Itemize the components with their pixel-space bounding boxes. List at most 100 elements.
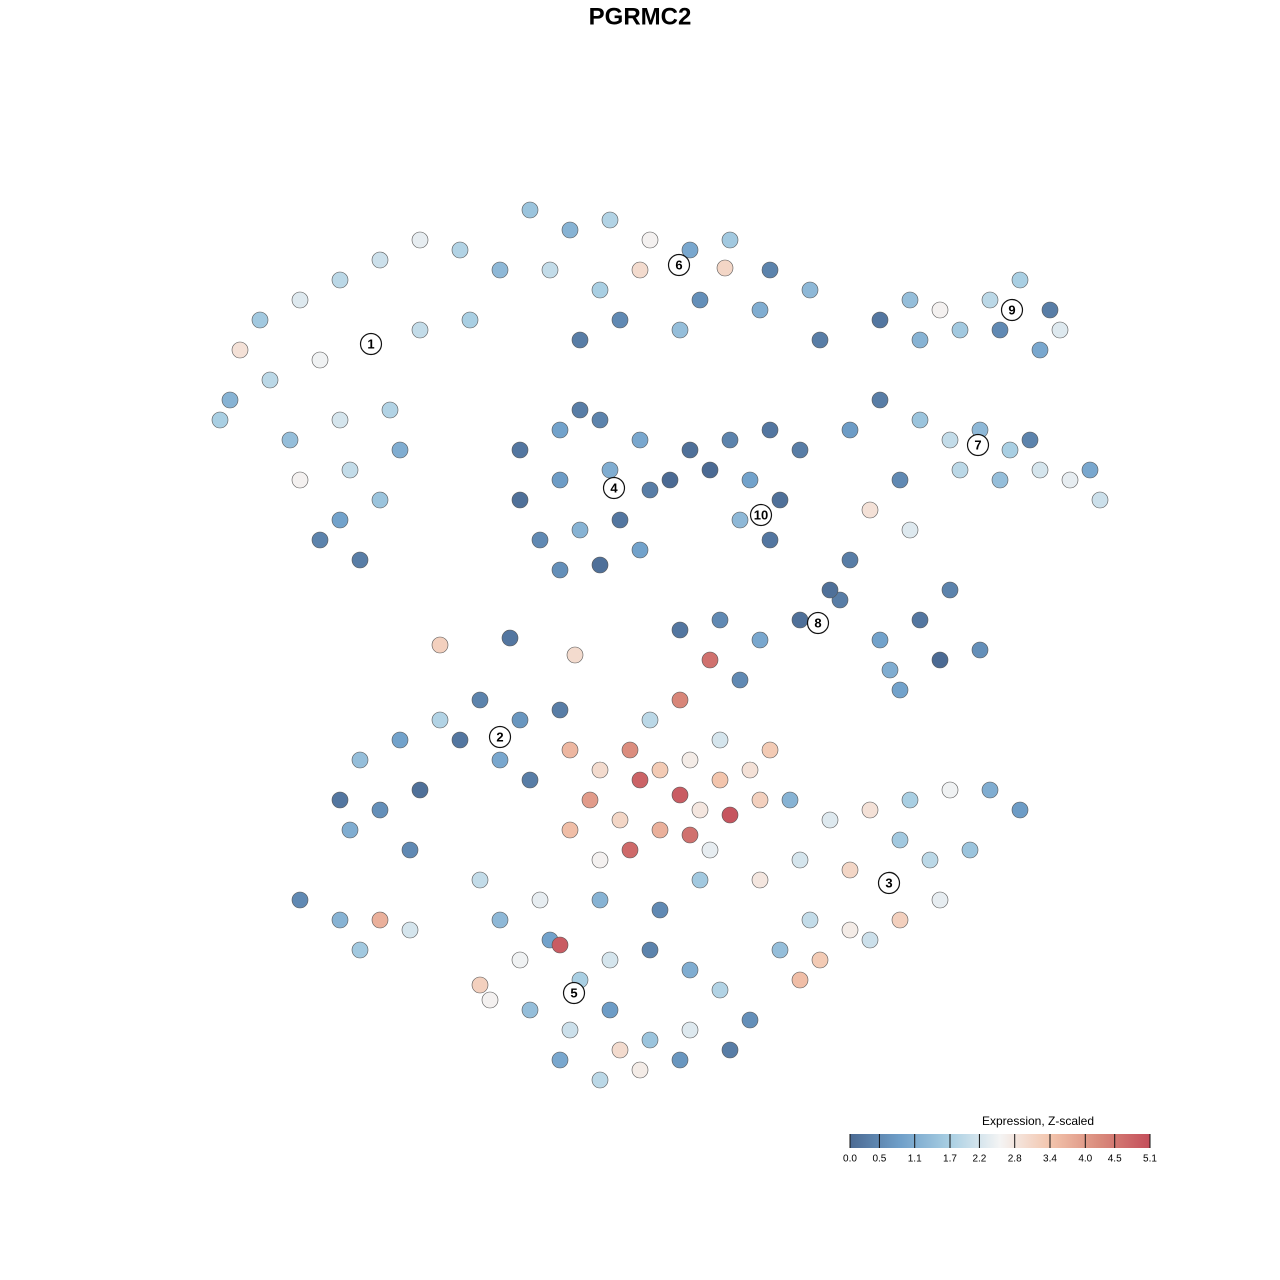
point bbox=[901, 291, 919, 309]
point bbox=[1011, 271, 1029, 289]
point bbox=[1051, 321, 1069, 339]
point bbox=[566, 646, 584, 664]
point bbox=[791, 441, 809, 459]
point bbox=[601, 1001, 619, 1019]
point bbox=[591, 1071, 609, 1089]
point bbox=[291, 891, 309, 909]
point bbox=[751, 871, 769, 889]
cluster-label: 2 bbox=[496, 729, 503, 744]
cluster-label-badge bbox=[806, 611, 830, 635]
point bbox=[401, 841, 419, 859]
point bbox=[711, 611, 729, 629]
point bbox=[751, 631, 769, 649]
point bbox=[611, 1041, 629, 1059]
point bbox=[561, 821, 579, 839]
point bbox=[891, 681, 909, 699]
point bbox=[701, 461, 719, 479]
cluster-label: 10 bbox=[754, 507, 768, 522]
point bbox=[631, 541, 649, 559]
point bbox=[511, 711, 529, 729]
cluster-label-badge bbox=[562, 981, 586, 1005]
colorbar-tick-label: 3.4 bbox=[1043, 1154, 1057, 1165]
point bbox=[591, 891, 609, 909]
point bbox=[671, 621, 689, 639]
cluster-label-badge bbox=[966, 433, 990, 457]
point bbox=[291, 291, 309, 309]
point bbox=[951, 461, 969, 479]
point bbox=[711, 981, 729, 999]
point bbox=[681, 241, 699, 259]
point bbox=[671, 321, 689, 339]
point bbox=[691, 871, 709, 889]
point bbox=[821, 811, 839, 829]
point bbox=[931, 891, 949, 909]
point bbox=[231, 341, 249, 359]
point bbox=[331, 271, 349, 289]
point bbox=[601, 951, 619, 969]
point bbox=[821, 581, 839, 599]
point bbox=[551, 936, 569, 954]
point bbox=[871, 391, 889, 409]
point bbox=[381, 401, 399, 419]
point bbox=[391, 731, 409, 749]
point bbox=[771, 941, 789, 959]
colorbar-tick-label: 2.2 bbox=[972, 1154, 986, 1165]
point bbox=[641, 711, 659, 729]
point bbox=[601, 461, 619, 479]
point bbox=[221, 391, 239, 409]
point bbox=[891, 911, 909, 929]
cluster-label-badge bbox=[602, 476, 626, 500]
point bbox=[631, 771, 649, 789]
point bbox=[631, 261, 649, 279]
cluster-label: 6 bbox=[675, 257, 682, 272]
point bbox=[331, 511, 349, 529]
point bbox=[511, 441, 529, 459]
point bbox=[891, 471, 909, 489]
point bbox=[611, 811, 629, 829]
point bbox=[471, 871, 489, 889]
point bbox=[481, 991, 499, 1009]
cluster-label-badge bbox=[1000, 298, 1024, 322]
point bbox=[561, 1021, 579, 1039]
point bbox=[861, 801, 879, 819]
cluster-label-badge bbox=[749, 503, 773, 527]
point bbox=[801, 911, 819, 929]
point bbox=[911, 331, 929, 349]
point bbox=[731, 511, 749, 529]
point bbox=[901, 791, 919, 809]
colorbar-tick-label: 1.1 bbox=[908, 1154, 922, 1165]
point bbox=[911, 611, 929, 629]
cluster-label-badge bbox=[667, 253, 691, 277]
cluster-label-badge bbox=[877, 871, 901, 895]
point bbox=[471, 691, 489, 709]
cluster-label-badge bbox=[488, 725, 512, 749]
point bbox=[951, 321, 969, 339]
point bbox=[751, 301, 769, 319]
point bbox=[731, 671, 749, 689]
point bbox=[671, 786, 689, 804]
point bbox=[331, 911, 349, 929]
point bbox=[651, 821, 669, 839]
point bbox=[431, 636, 449, 654]
point bbox=[581, 791, 599, 809]
point bbox=[651, 761, 669, 779]
point bbox=[891, 831, 909, 849]
point bbox=[351, 941, 369, 959]
point bbox=[521, 1001, 539, 1019]
point bbox=[981, 781, 999, 799]
colorbar-title: Expression, Z-scaled bbox=[982, 1114, 1094, 1128]
point bbox=[681, 826, 699, 844]
point bbox=[811, 331, 829, 349]
point bbox=[511, 491, 529, 509]
point bbox=[881, 661, 899, 679]
point bbox=[281, 431, 299, 449]
point bbox=[591, 281, 609, 299]
point bbox=[991, 471, 1009, 489]
point bbox=[861, 931, 879, 949]
colorbar bbox=[850, 1134, 1150, 1148]
point bbox=[611, 511, 629, 529]
point bbox=[941, 431, 959, 449]
point bbox=[771, 491, 789, 509]
point bbox=[871, 631, 889, 649]
